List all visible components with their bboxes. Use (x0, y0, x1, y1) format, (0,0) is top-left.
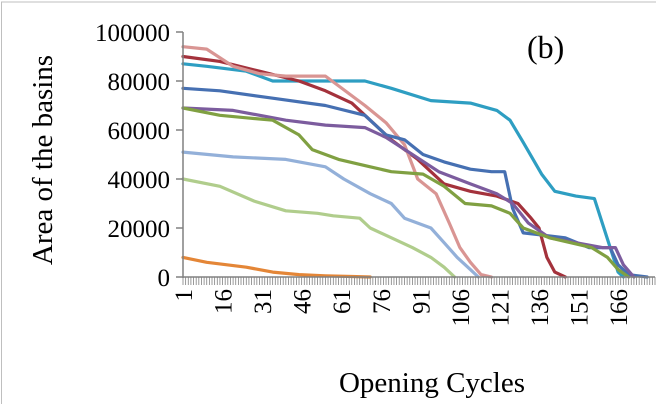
x-tick-label-6: 91 (408, 289, 435, 314)
x-tick-label-5: 76 (369, 289, 396, 314)
x-tick-label-3: 46 (290, 289, 317, 314)
series-line-6 (181, 106, 631, 279)
series-line-3 (181, 45, 494, 279)
x-tick-label-9: 136 (527, 289, 554, 327)
series-line-7 (181, 150, 480, 279)
x-tick-label-8: 121 (487, 289, 514, 327)
x-tick-label-1: 16 (211, 289, 238, 314)
x-tick-label-11: 166 (606, 289, 633, 327)
y-tick-label-3: 60000 (108, 118, 171, 145)
x-tick-label-2: 31 (250, 289, 277, 314)
panel-label: (b) (527, 29, 564, 65)
x-tick-label-10: 151 (567, 289, 594, 327)
y-tick-label-5: 100000 (95, 20, 170, 47)
y-tick-label-0: 0 (158, 265, 171, 292)
x-tick-label-0: 1 (171, 289, 198, 302)
series-line-8 (181, 177, 457, 279)
y-tick-label-1: 20000 (108, 216, 171, 243)
x-tick-label-7: 106 (448, 289, 475, 327)
y-axis-title: Area of the basins (27, 55, 59, 265)
series-line-9 (181, 255, 372, 279)
series-line-1 (181, 62, 625, 279)
x-axis-title: Opening Cycles (339, 367, 525, 399)
y-tick-label-4: 80000 (108, 69, 171, 96)
y-tick-label-2: 40000 (108, 167, 171, 194)
series-layer (181, 45, 649, 279)
x-tick-label-4: 61 (329, 289, 356, 314)
series-line-5 (181, 106, 636, 279)
axes-layer: 0 20000 40000 60000 80000 100000 1 16 31 46 61 76 91… (95, 20, 656, 327)
